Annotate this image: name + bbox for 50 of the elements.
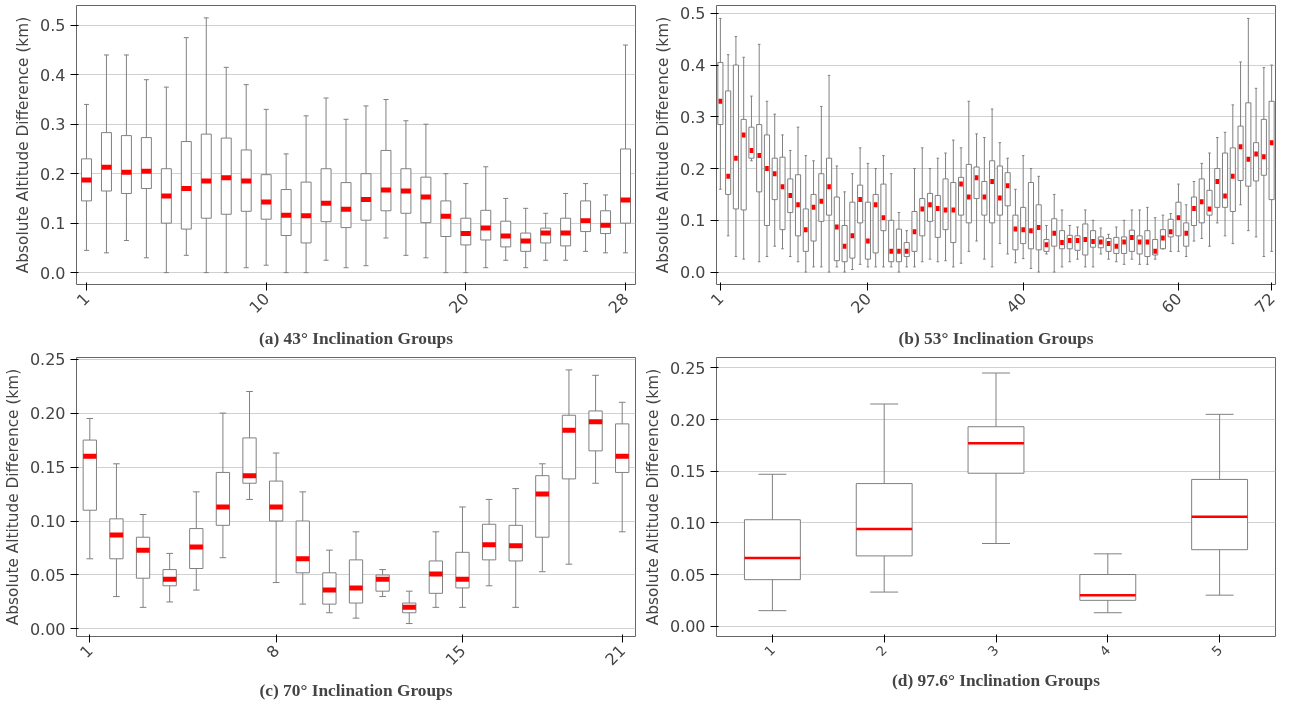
y-tick-label: 0.1 bbox=[40, 214, 66, 234]
text: (b) 53° Inclination Groups bbox=[898, 328, 1094, 348]
x-tick-label: 20 bbox=[847, 289, 875, 317]
y-tick-label: 0.5 bbox=[680, 4, 706, 24]
y-tick-label: 0.00 bbox=[669, 617, 706, 637]
y-axis-title: Absolute Altitude Difference (km) bbox=[14, 16, 33, 274]
x-tick-label: 1 bbox=[76, 641, 97, 662]
x-tick-label: 3 bbox=[985, 642, 1002, 660]
y-tick-label: 0.15 bbox=[669, 462, 706, 482]
y-tick-label: 0.10 bbox=[29, 512, 66, 532]
y-tick-label: 0.20 bbox=[669, 410, 706, 430]
x-tick-label: 4 bbox=[1096, 642, 1114, 660]
y-tick-label: 0.3 bbox=[40, 115, 66, 135]
y-tick-label: 0.25 bbox=[669, 358, 706, 378]
x-tick-label: 8 bbox=[262, 641, 284, 662]
y-tick-label: 0.2 bbox=[680, 159, 706, 179]
x-tick-label: 1 bbox=[761, 642, 779, 660]
y-tick-label: 0.2 bbox=[40, 164, 66, 184]
y-axis-title: Absolute Altitude Difference (km) bbox=[3, 368, 22, 626]
x-tick-label: 60 bbox=[1157, 289, 1186, 317]
y-tick-label: 0.4 bbox=[680, 56, 706, 76]
y-tick-label: 0.0 bbox=[680, 263, 706, 283]
y-tick-label: 0.3 bbox=[680, 107, 706, 127]
x-tick-label: 10 bbox=[245, 289, 274, 317]
y-tick-label: 0.0 bbox=[40, 263, 66, 283]
text: (a) 43° Inclination Groups bbox=[259, 328, 454, 348]
x-tick-label: 40 bbox=[1002, 289, 1031, 317]
x-tick-label: 21 bbox=[601, 641, 630, 669]
y-tick-label: 0.5 bbox=[40, 16, 66, 36]
x-tick-label: 1 bbox=[706, 289, 728, 310]
x-tick-label: 15 bbox=[441, 641, 470, 669]
y-tick-label: 0.05 bbox=[29, 565, 66, 585]
x-tick-label: 28 bbox=[604, 289, 633, 317]
y-tick-label: 0.4 bbox=[40, 65, 66, 85]
text: (d) 97.6° Inclination Groups bbox=[892, 670, 1101, 690]
x-tick-label: 20 bbox=[445, 289, 473, 317]
y-tick-label: 0.10 bbox=[669, 513, 706, 533]
text: (c) 70° Inclination Groups bbox=[259, 680, 453, 700]
y-tick-label: 0.05 bbox=[669, 565, 706, 585]
y-tick-label: 0.1 bbox=[680, 211, 706, 231]
y-tick-label: 0.20 bbox=[29, 404, 66, 424]
y-axis-title: Absolute Altitude Difference (km) bbox=[643, 368, 662, 626]
y-tick-label: 0.00 bbox=[29, 619, 66, 639]
y-tick-label: 0.15 bbox=[29, 458, 66, 478]
x-tick-label: 2 bbox=[873, 642, 890, 660]
y-axis-title: Absolute Altitude Difference (km) bbox=[654, 16, 673, 274]
x-tick-label: 5 bbox=[1208, 642, 1226, 660]
y-tick-label: 0.25 bbox=[29, 350, 66, 370]
x-tick-label: 72 bbox=[1250, 289, 1279, 317]
x-tick-label: 1 bbox=[72, 289, 94, 310]
